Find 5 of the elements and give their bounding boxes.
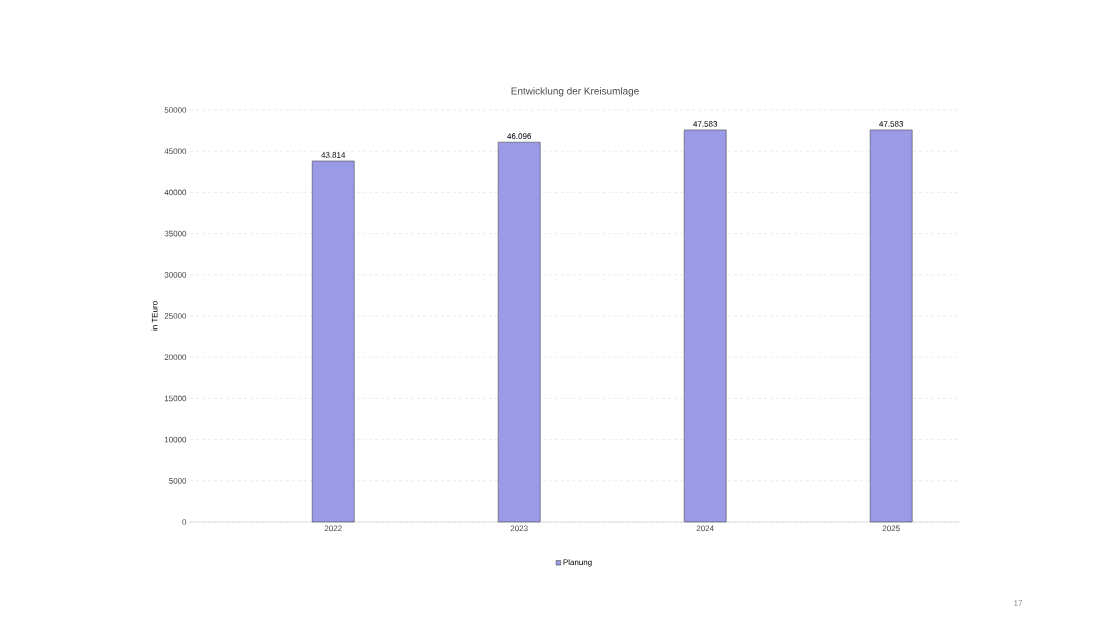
chart-title: Entwicklung der Kreisumlage bbox=[511, 87, 639, 97]
bar bbox=[869, 129, 913, 523]
bar bbox=[683, 129, 727, 523]
bar bbox=[497, 141, 541, 523]
bar bbox=[311, 160, 355, 523]
